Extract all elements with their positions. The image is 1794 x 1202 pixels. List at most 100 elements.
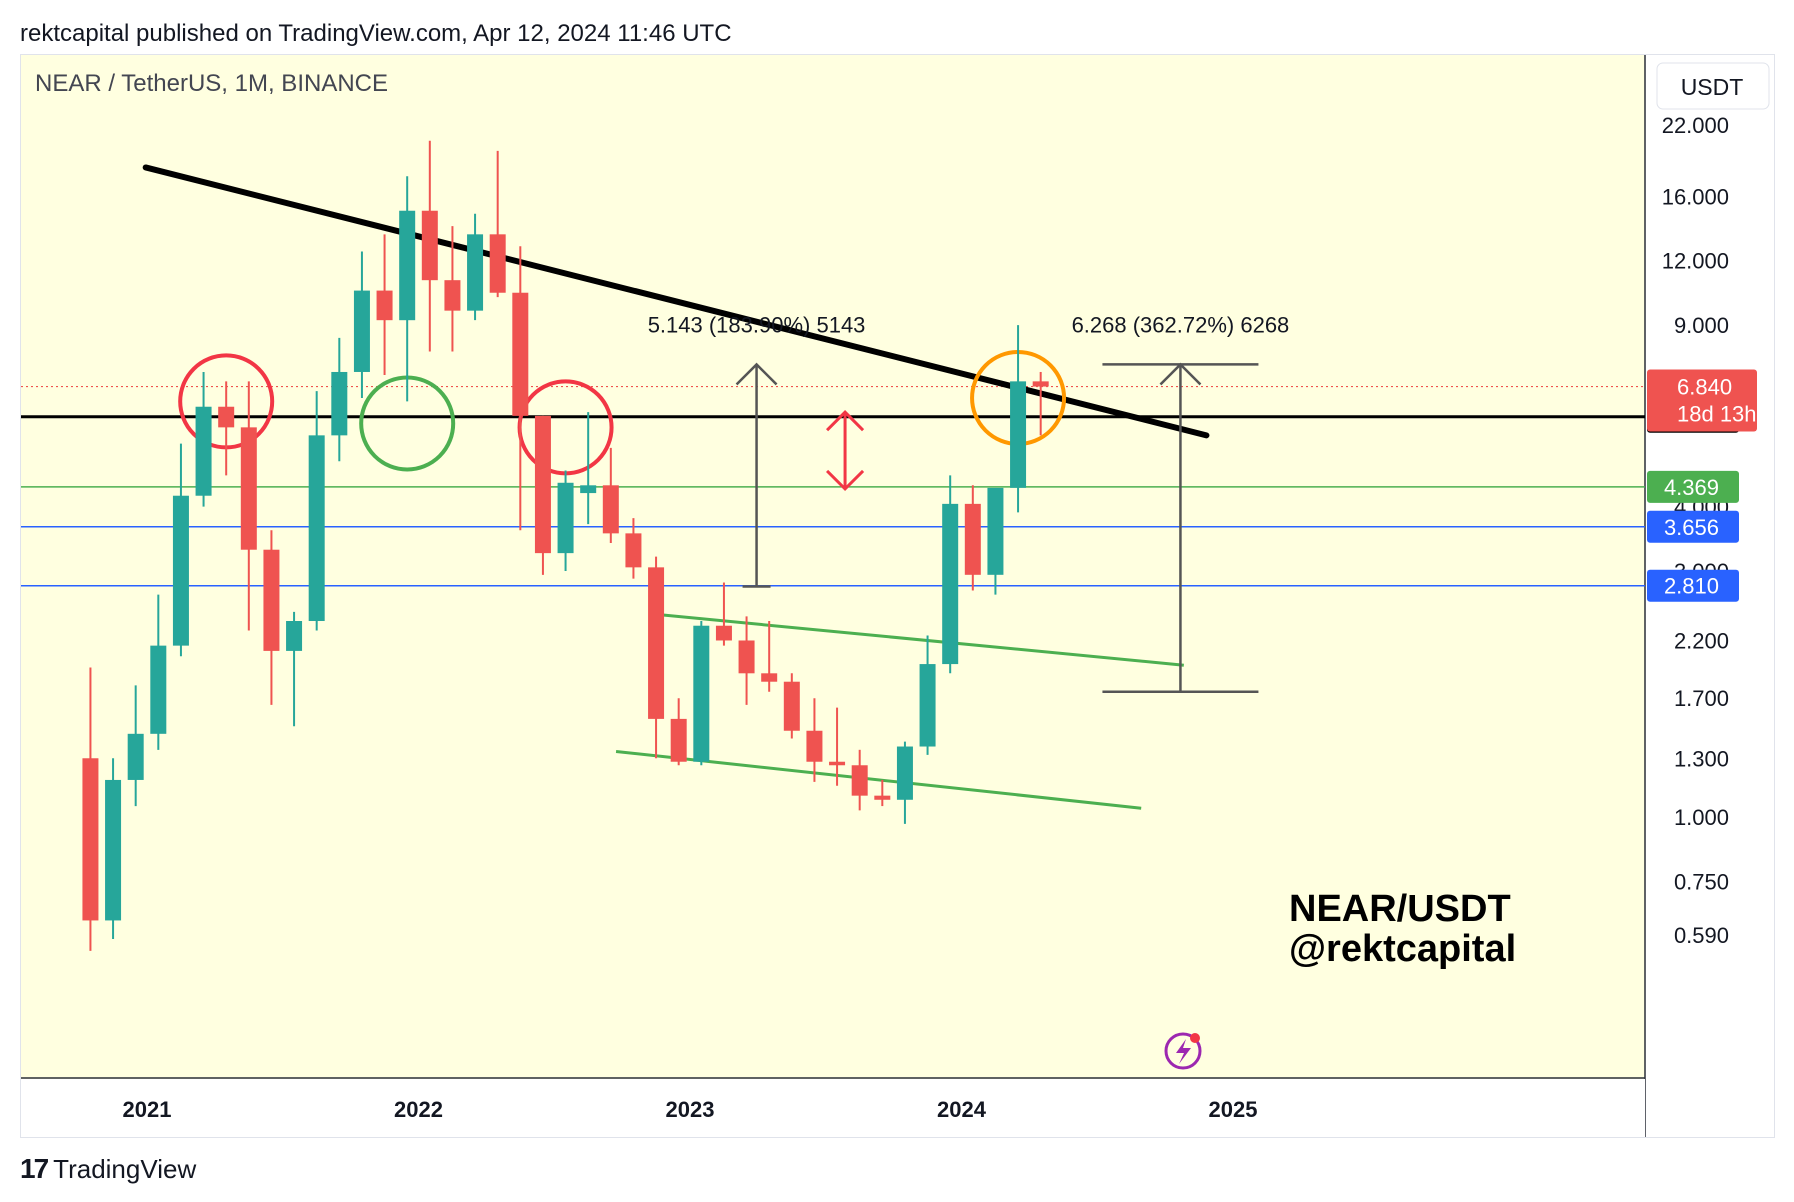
candle-body bbox=[240, 427, 257, 550]
candle-body bbox=[942, 503, 959, 665]
candle-2023-04[interactable] bbox=[761, 621, 778, 692]
candle-body bbox=[1032, 381, 1049, 387]
y-tick-label: 1.300 bbox=[1674, 746, 1729, 771]
candle-body bbox=[444, 280, 461, 311]
candle-body bbox=[648, 567, 665, 719]
candle-2020-10[interactable] bbox=[82, 667, 99, 951]
candle-body bbox=[399, 210, 416, 321]
candle-2023-11[interactable] bbox=[919, 635, 936, 755]
candle-body bbox=[964, 503, 981, 575]
candle-body bbox=[1010, 381, 1027, 488]
candle-2020-11[interactable] bbox=[105, 758, 122, 939]
candle-body bbox=[896, 746, 913, 800]
price-label-text: 3.656 bbox=[1664, 515, 1719, 540]
candle-2022-07[interactable] bbox=[557, 470, 574, 572]
candle-2023-10[interactable] bbox=[896, 741, 913, 824]
candle-2020-12[interactable] bbox=[127, 685, 144, 807]
candle-2021-08[interactable] bbox=[308, 391, 325, 631]
price-label-0[interactable]: 4.369 bbox=[1647, 470, 1739, 503]
footer-brand[interactable]: 17 TradingView bbox=[20, 1153, 196, 1185]
candle-2021-06[interactable] bbox=[263, 530, 280, 705]
y-tick-label: 1.000 bbox=[1674, 805, 1729, 830]
measure-2-arrowhead bbox=[1159, 362, 1202, 386]
candle-2021-11[interactable] bbox=[376, 234, 393, 376]
candle-2022-05[interactable] bbox=[512, 246, 529, 531]
candle-2022-09[interactable] bbox=[602, 447, 619, 544]
candle-2024-02[interactable] bbox=[987, 487, 1004, 595]
candle-2021-01[interactable] bbox=[150, 594, 167, 750]
candle-body bbox=[715, 625, 732, 641]
candle-2024-03[interactable] bbox=[1010, 325, 1027, 513]
price-label-text: 4.369 bbox=[1664, 475, 1719, 500]
candle-2023-08[interactable] bbox=[851, 749, 868, 811]
y-tick-label: 2.200 bbox=[1674, 628, 1729, 653]
watermark-pair: NEAR/USDT bbox=[1289, 888, 1511, 930]
double-arrow-up-head bbox=[826, 410, 865, 432]
candle-2022-06[interactable] bbox=[534, 415, 551, 575]
candle-2022-03[interactable] bbox=[467, 213, 484, 321]
y-tick-label: 0.590 bbox=[1674, 923, 1729, 948]
y-tick-label: 0.750 bbox=[1674, 869, 1729, 894]
candle-body bbox=[806, 730, 823, 762]
candle-2022-11[interactable] bbox=[648, 556, 665, 759]
candle-body bbox=[308, 435, 325, 622]
candle-body bbox=[127, 733, 144, 780]
x-tick-label: 2022 bbox=[394, 1097, 443, 1122]
candle-2022-08[interactable] bbox=[580, 412, 597, 525]
candle-2023-07[interactable] bbox=[829, 707, 846, 786]
y-tick-label: 9.000 bbox=[1674, 313, 1729, 338]
candle-2023-12[interactable] bbox=[942, 475, 959, 674]
candle-body bbox=[82, 758, 99, 921]
time-axis[interactable] bbox=[21, 1079, 1645, 1137]
candle-2023-01[interactable] bbox=[693, 621, 710, 766]
candle-2021-07[interactable] bbox=[286, 611, 303, 727]
candle-2022-02[interactable] bbox=[444, 226, 461, 352]
price-label-1[interactable]: 3.656 bbox=[1647, 510, 1739, 543]
candle-2024-04[interactable] bbox=[1032, 371, 1049, 436]
candle-body bbox=[625, 533, 642, 568]
candle-2023-09[interactable] bbox=[874, 779, 891, 807]
candle-body bbox=[693, 625, 710, 762]
candle-body bbox=[512, 292, 529, 416]
candle-body bbox=[670, 718, 687, 762]
candle-2023-02[interactable] bbox=[715, 582, 732, 646]
candle-body bbox=[602, 485, 619, 534]
channel-upper-line[interactable] bbox=[648, 612, 1184, 667]
candle-2021-09[interactable] bbox=[331, 337, 348, 462]
candle-body bbox=[376, 290, 393, 321]
candle-2022-12[interactable] bbox=[670, 698, 687, 766]
currency-button[interactable]: USDT bbox=[1656, 62, 1770, 110]
candle-body bbox=[761, 673, 778, 682]
x-tick-label: 2025 bbox=[1209, 1097, 1258, 1122]
price-label-2[interactable]: 2.810 bbox=[1647, 569, 1739, 602]
candle-2023-06[interactable] bbox=[806, 698, 823, 782]
lightning-icon[interactable] bbox=[1164, 1032, 1202, 1070]
candle-body bbox=[851, 765, 868, 796]
tradingview-logo-icon: 17 bbox=[20, 1153, 49, 1184]
x-tick-label: 2023 bbox=[666, 1097, 715, 1122]
candle-body bbox=[919, 664, 936, 747]
candle-2023-03[interactable] bbox=[738, 616, 755, 705]
candle-2021-02[interactable] bbox=[172, 443, 189, 657]
candle-body bbox=[534, 415, 551, 554]
price-chart[interactable]: 5.143 (183.90%) 5143 6.268 (362.72%) 6268… bbox=[21, 55, 1774, 1137]
candle-2023-05[interactable] bbox=[783, 673, 800, 739]
tradingview-brand: TradingView bbox=[53, 1153, 197, 1184]
candle-2021-04[interactable] bbox=[218, 381, 235, 476]
candle-2022-01[interactable] bbox=[421, 140, 438, 352]
x-tick-label: 2021 bbox=[123, 1097, 172, 1122]
candle-body bbox=[738, 640, 755, 674]
candle-2021-10[interactable] bbox=[353, 251, 370, 398]
descending-trendline[interactable] bbox=[142, 164, 1210, 439]
candle-2021-03[interactable] bbox=[195, 371, 212, 507]
y-tick-label: 16.000 bbox=[1662, 184, 1729, 209]
candle-2021-05[interactable] bbox=[240, 381, 257, 631]
candle-2021-12[interactable] bbox=[399, 176, 416, 402]
candle-2022-04[interactable] bbox=[489, 150, 506, 298]
candle-2024-01[interactable] bbox=[964, 485, 981, 591]
candle-2022-10[interactable] bbox=[625, 518, 642, 579]
chart-frame[interactable]: 5.143 (183.90%) 5143 6.268 (362.72%) 6268… bbox=[20, 54, 1775, 1138]
x-tick-label: 2024 bbox=[937, 1097, 987, 1122]
currency-label: USDT bbox=[1681, 74, 1744, 100]
